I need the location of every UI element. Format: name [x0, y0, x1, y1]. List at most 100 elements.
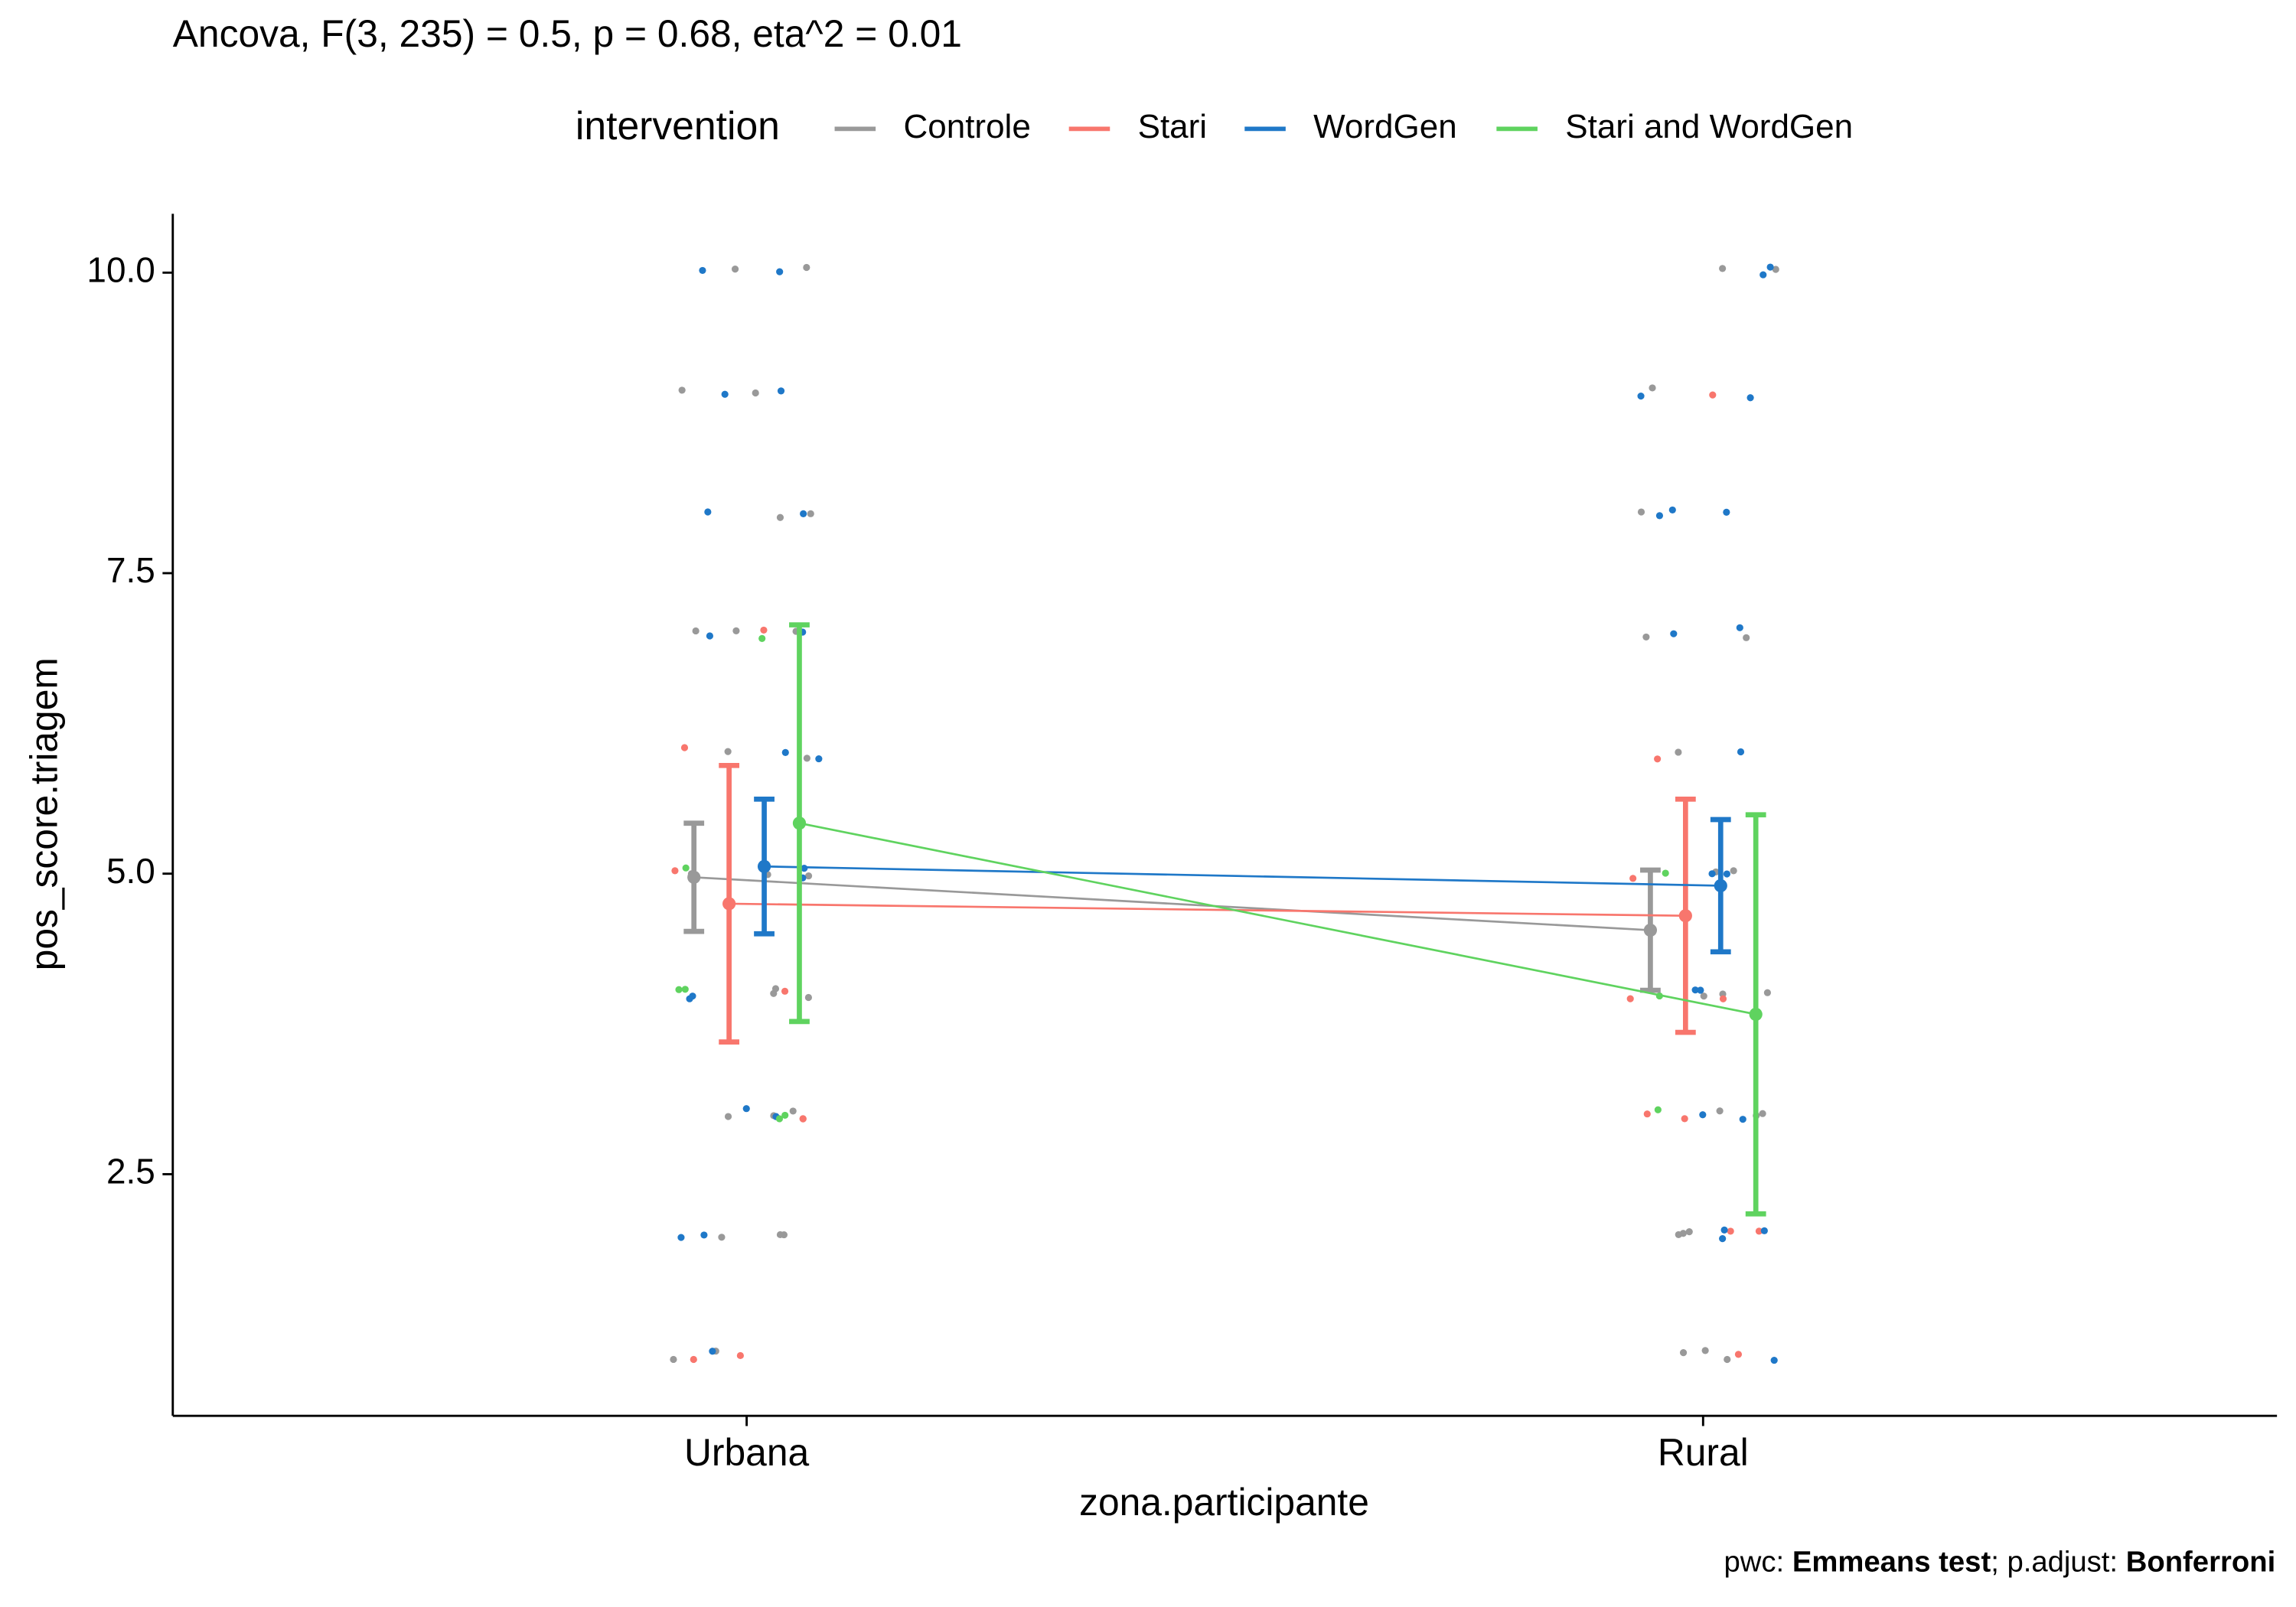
data-point: [678, 386, 686, 394]
data-point: [690, 1355, 697, 1364]
data-point: [1662, 869, 1669, 877]
data-point: [781, 1111, 789, 1119]
data-point: [1772, 266, 1779, 273]
data-point: [1759, 1110, 1766, 1117]
data-point: [689, 993, 696, 1000]
data-point: [731, 266, 739, 273]
data-point: [699, 266, 706, 275]
data-point: [1724, 1355, 1731, 1364]
data-point: [1743, 634, 1750, 641]
data-point: [758, 634, 766, 642]
mean-point: [757, 859, 771, 873]
data-point: [1699, 1111, 1707, 1119]
data-point: [1755, 1227, 1763, 1235]
data-point: [1760, 271, 1767, 279]
data-point: [1670, 630, 1678, 637]
legend-label: Stari and WordGen: [1565, 108, 1853, 145]
data-point: [706, 632, 714, 640]
data-point: [775, 1115, 784, 1123]
data-point: [1700, 993, 1707, 1000]
data-point: [1701, 1347, 1709, 1354]
legend-title: intervention: [576, 103, 780, 148]
data-point: [1737, 748, 1745, 756]
data-point: [670, 1355, 677, 1364]
data-point: [1746, 394, 1754, 402]
data-point: [1763, 989, 1771, 996]
mean-point: [1714, 878, 1727, 893]
data-point: [1649, 384, 1656, 392]
y-tick-label: 10.0: [86, 249, 155, 289]
mean-line: [729, 902, 1686, 918]
data-point: [1727, 1227, 1734, 1235]
chart-title: Ancova, F(3, 235) = 0.5, p = 0.68, eta^2…: [173, 12, 962, 55]
mean-line: [799, 822, 1756, 1015]
data-point: [1770, 1356, 1778, 1364]
data-point: [1730, 867, 1737, 875]
data-point: [692, 627, 700, 635]
data-point: [770, 989, 778, 997]
data-point: [1629, 875, 1637, 882]
mean-line: [693, 876, 1651, 931]
mean-line: [764, 865, 1721, 887]
data-point: [709, 1348, 716, 1355]
data-point: [1685, 1228, 1693, 1236]
data-point: [1675, 1231, 1682, 1239]
data-point: [724, 1113, 732, 1120]
caption-part: ; p.adjust:: [1991, 1545, 2118, 1578]
data-point: [1642, 633, 1650, 641]
y-axis-label: pos_score.triagem: [22, 657, 65, 970]
mean-point: [1749, 1007, 1763, 1022]
data-point: [804, 872, 813, 880]
data-point: [1716, 1107, 1724, 1115]
mean-point: [722, 897, 736, 911]
data-point: [1723, 508, 1730, 516]
data-point: [815, 755, 823, 763]
data-point: [1734, 1351, 1743, 1358]
data-point: [752, 389, 759, 397]
data-point: [789, 1107, 797, 1115]
x-tick-label: Rural: [1658, 1431, 1749, 1474]
mean-point: [687, 870, 701, 885]
data-point: [1719, 1235, 1727, 1243]
data-point: [803, 263, 810, 272]
data-point: [680, 744, 689, 751]
data-point: [1643, 1110, 1651, 1118]
data-point: [1736, 624, 1743, 631]
data-point: [736, 1351, 744, 1360]
data-point: [1679, 1349, 1688, 1357]
mean-point: [792, 817, 807, 830]
data-point: [1708, 870, 1716, 878]
legend-label: WordGen: [1313, 108, 1457, 145]
data-point: [1654, 755, 1662, 763]
x-axis-label: zona.participante: [1079, 1481, 1369, 1524]
data-point: [780, 1231, 788, 1239]
data-point: [742, 1105, 750, 1113]
data-point: [677, 1234, 685, 1241]
data-point: [1697, 986, 1704, 994]
data-point: [681, 986, 689, 993]
y-tick-label: 5.0: [106, 851, 155, 891]
data-point: [721, 390, 729, 398]
caption-part: pwc:: [1724, 1545, 1785, 1578]
data-point: [1691, 986, 1699, 994]
data-point: [1720, 1226, 1728, 1234]
data-point: [807, 510, 814, 517]
data-point: [777, 387, 785, 395]
legend-label: Stari: [1138, 108, 1207, 145]
data-point: [1719, 995, 1727, 1002]
mean-point: [1643, 923, 1658, 937]
data-point: [776, 268, 784, 275]
y-tick-label: 2.5: [106, 1152, 155, 1191]
data-point: [803, 755, 811, 762]
data-point: [1654, 1106, 1662, 1113]
data-point: [1668, 506, 1676, 514]
data-point: [1760, 1227, 1768, 1234]
data-point: [1739, 1116, 1746, 1123]
data-point: [682, 864, 690, 872]
data-point: [1766, 263, 1774, 271]
mean-point: [1678, 909, 1692, 923]
caption-part: Bonferroni: [2126, 1545, 2276, 1578]
data-point: [1681, 1115, 1688, 1123]
data-point: [700, 1231, 708, 1239]
